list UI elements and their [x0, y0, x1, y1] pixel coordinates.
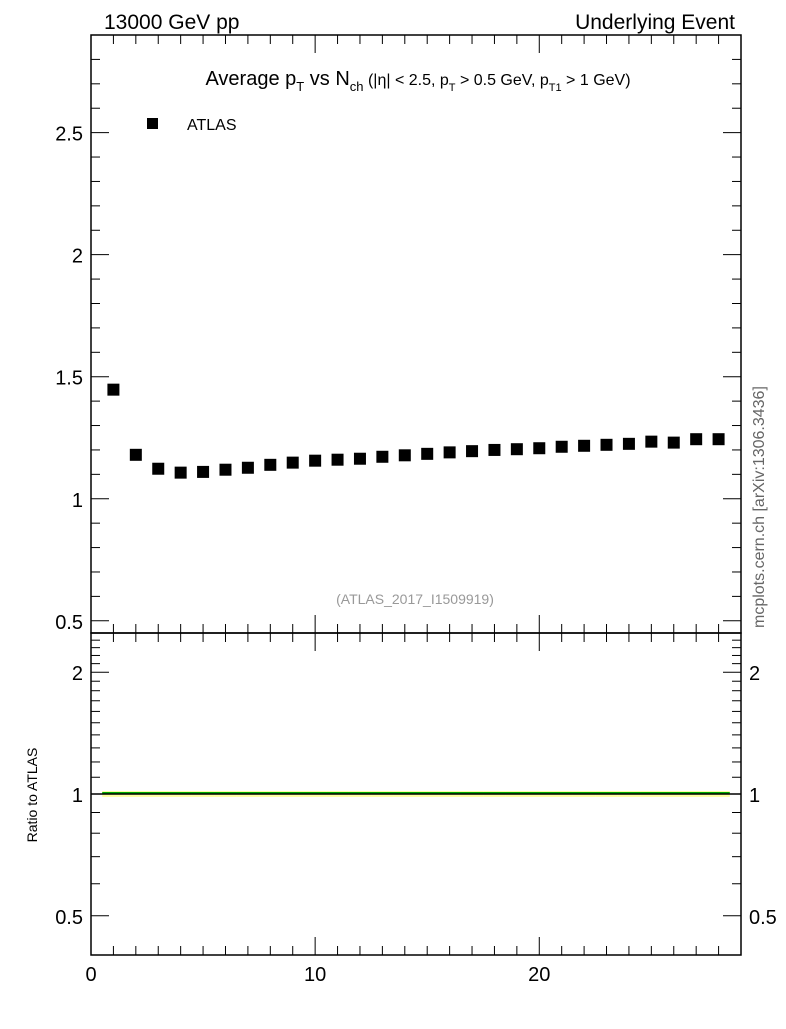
data-point [174, 466, 187, 479]
data-point [488, 443, 501, 456]
legend-label: ATLAS [187, 117, 237, 134]
y-tick-label: 1 [72, 490, 83, 512]
ratio-y-tick-label-right: 1 [749, 785, 760, 807]
data-point [152, 462, 165, 475]
data-point [353, 452, 366, 465]
data-point [107, 383, 120, 396]
ratio-y-tick-label: 1 [72, 785, 83, 807]
data-point [578, 439, 591, 452]
side-label: mcplots.cern.ch [arXiv:1306.3436] [751, 386, 768, 628]
ratio-ylabel: Ratio to ATLAS [24, 748, 40, 843]
data-point [129, 448, 142, 461]
header-right: Underlying Event [575, 11, 735, 34]
data-point [533, 442, 546, 455]
x-tick-label: 10 [304, 964, 326, 986]
data-point [466, 445, 479, 458]
data-point [443, 446, 456, 459]
chart-title: Average pT vs Nch (|η| < 2.5, pT > 0.5 G… [205, 68, 630, 94]
ratio-y-tick-label: 2 [72, 663, 83, 685]
data-point [376, 450, 389, 463]
data-point [264, 458, 277, 471]
y-tick-label: 2.5 [55, 124, 83, 146]
data-point [309, 454, 322, 467]
data-point [286, 456, 299, 469]
annotation: (ATLAS_2017_I1509919) [336, 591, 494, 607]
data-point [690, 433, 703, 446]
data-point [555, 440, 568, 453]
data-point [645, 435, 658, 448]
y-tick-label: 0.5 [55, 612, 83, 634]
data-point [421, 447, 434, 460]
data-point [510, 443, 523, 456]
ratio-y-tick-label-right: 2 [749, 663, 760, 685]
ratio-y-tick-label-right: 0.5 [749, 907, 777, 929]
ratio-y-tick-label: 0.5 [55, 907, 83, 929]
data-point [241, 461, 254, 474]
data-point [331, 453, 344, 466]
data-point [219, 463, 232, 476]
y-tick-label: 1.5 [55, 368, 83, 390]
data-point [600, 438, 613, 451]
data-point [398, 449, 411, 462]
data-point [712, 433, 725, 446]
legend-marker [147, 118, 158, 129]
header-left: 13000 GeV pp [104, 11, 239, 34]
y-tick-label: 2 [72, 246, 83, 268]
x-tick-label: 20 [528, 964, 550, 986]
data-point [667, 436, 680, 449]
x-tick-label: 0 [85, 964, 96, 986]
data-point [622, 437, 635, 450]
data-point [197, 465, 210, 478]
